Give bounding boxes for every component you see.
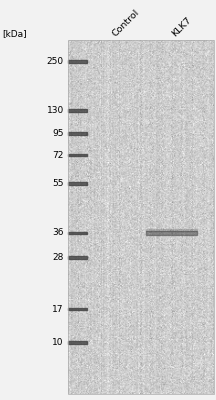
Text: 95: 95 <box>52 129 64 138</box>
Bar <box>68 109 87 112</box>
Bar <box>68 40 214 394</box>
Bar <box>68 60 87 63</box>
Bar <box>146 229 197 231</box>
Text: 17: 17 <box>52 304 64 314</box>
Bar <box>68 132 87 135</box>
Text: 36: 36 <box>52 228 64 238</box>
Text: 10: 10 <box>52 338 64 347</box>
Bar <box>68 256 87 259</box>
Text: 72: 72 <box>52 150 64 160</box>
Bar <box>68 154 87 156</box>
Bar <box>68 308 87 310</box>
Text: 28: 28 <box>52 253 64 262</box>
Text: [kDa]: [kDa] <box>2 29 27 38</box>
Bar <box>146 231 197 235</box>
Text: 55: 55 <box>52 179 64 188</box>
Text: Control: Control <box>111 8 141 38</box>
Text: 130: 130 <box>46 106 64 115</box>
Bar <box>68 341 87 344</box>
Bar <box>68 182 87 185</box>
Text: 250: 250 <box>47 57 64 66</box>
Bar <box>68 232 87 234</box>
Text: KLK7: KLK7 <box>171 15 194 38</box>
